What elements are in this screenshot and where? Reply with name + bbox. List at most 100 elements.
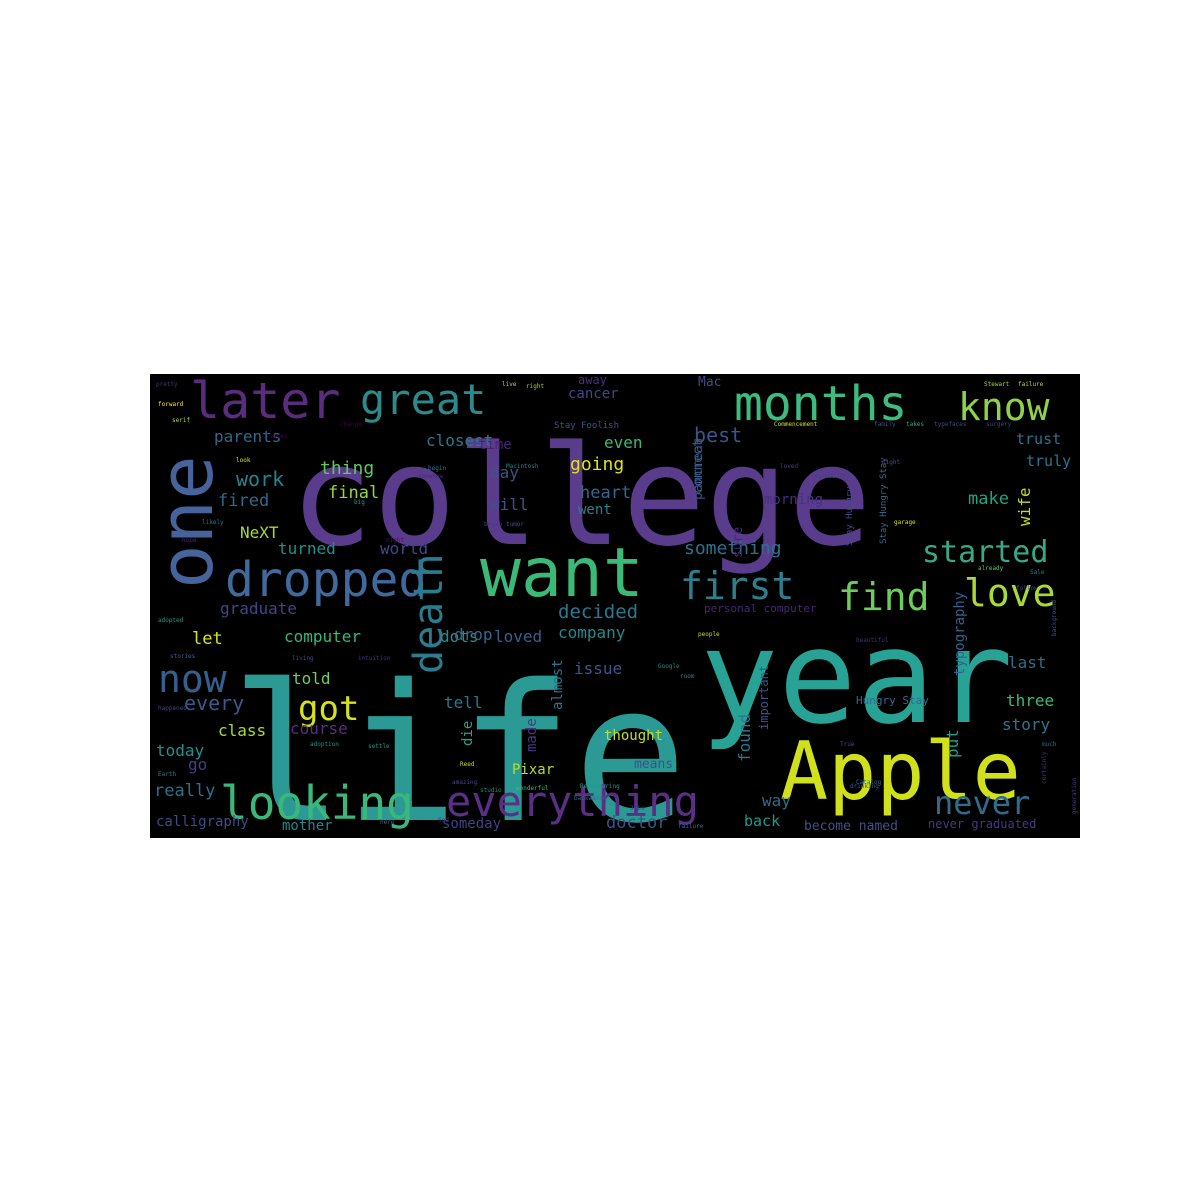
word-drinking: drinking xyxy=(850,783,879,790)
word-never: never xyxy=(934,784,1030,822)
word-next: NeXT xyxy=(240,523,279,542)
word-graduate: graduate xyxy=(220,599,297,618)
word-living: living xyxy=(292,655,314,662)
word-loved: loved xyxy=(494,627,542,646)
word-settle: settle xyxy=(368,743,390,750)
word-much: much xyxy=(1042,741,1057,748)
word-dots: dots xyxy=(440,627,479,646)
word-backwards: backwards xyxy=(574,795,607,802)
word-now: now xyxy=(158,657,227,701)
word-final: final xyxy=(328,483,379,503)
word-happened: happened xyxy=(158,705,187,712)
word-tumor: tumor xyxy=(506,521,524,528)
word-found: found xyxy=(735,714,754,762)
word-people: people xyxy=(698,631,720,638)
word-room: room xyxy=(680,673,695,680)
word-apple: Apple xyxy=(780,725,1021,818)
word-today: today xyxy=(156,741,205,760)
word-means: means xyxy=(634,757,673,772)
word-really: really xyxy=(154,781,215,801)
word-follow: follow xyxy=(1016,585,1038,592)
word-change: change xyxy=(340,421,362,428)
word-parents: parents xyxy=(214,427,281,446)
word-looking: looking xyxy=(220,776,414,830)
word-everything: everything xyxy=(446,777,699,826)
word-pancreas: pancreas xyxy=(691,437,706,500)
word-course: course xyxy=(290,719,348,738)
word-death: death xyxy=(406,554,452,674)
word-sale: Sale xyxy=(1030,569,1045,576)
word-find: find xyxy=(838,575,930,619)
word-stewart: Stewart xyxy=(984,381,1010,388)
word-studio: studio xyxy=(480,787,502,794)
word-adopted: adopted xyxy=(158,617,184,624)
word-family: family xyxy=(874,421,896,428)
word-best: best xyxy=(694,423,742,447)
word-wonderful: wonderful xyxy=(516,785,549,792)
word-already: already xyxy=(978,565,1004,572)
word-away: away xyxy=(578,374,607,387)
word-fired: fired xyxy=(218,491,269,511)
word-world: world xyxy=(380,539,428,558)
word-hungry-stay: Hungry Stay xyxy=(856,694,929,707)
word-morning: morning xyxy=(764,492,823,508)
word-trust: trust xyxy=(1016,430,1061,448)
word-google: Google xyxy=(658,663,680,670)
word-takes: takes xyxy=(906,421,924,428)
word-cancer: cancer xyxy=(568,386,619,402)
word-first: first xyxy=(680,564,794,608)
word-went: went xyxy=(578,502,612,518)
word-amazing: amazing xyxy=(452,779,478,786)
word-later: later xyxy=(190,374,341,430)
word-something: something xyxy=(684,538,782,559)
word-go: go xyxy=(188,755,207,774)
word-company: company xyxy=(558,623,626,642)
word-know: know xyxy=(958,385,1050,429)
word-stay-foolish: Stay Foolish xyxy=(554,421,619,431)
word-back: back xyxy=(744,812,780,830)
word-never-graduated: never graduated xyxy=(928,817,1036,831)
word-truly: truly xyxy=(1026,452,1071,470)
word-macintosh: Macintosh xyxy=(506,463,539,470)
word-successful: successful xyxy=(814,473,851,480)
word-big: big xyxy=(354,499,365,506)
word-want: want xyxy=(480,534,644,613)
word-story: story xyxy=(1002,715,1051,734)
word-true: True xyxy=(840,741,855,748)
word-started: started xyxy=(922,535,1048,570)
word-right: right xyxy=(526,383,544,390)
word-great: great xyxy=(360,375,486,424)
word-become-named: become named xyxy=(804,819,898,834)
word-love: love xyxy=(964,571,1056,615)
word-year: year xyxy=(700,601,1013,753)
word-someday: someday xyxy=(442,816,501,832)
word-intuition: intuition xyxy=(358,655,391,662)
word-thought: thought xyxy=(604,728,663,744)
word-might: might xyxy=(386,537,404,544)
word-important: important xyxy=(757,665,771,730)
word-decided: decided xyxy=(558,601,638,623)
word-pretty: pretty xyxy=(156,381,178,388)
word-reed: Reed xyxy=(460,761,475,768)
word-commencement: Commencement xyxy=(774,421,818,428)
word-look: look xyxy=(236,457,251,464)
word-earth: Earth xyxy=(158,771,176,778)
word-connect: connect xyxy=(691,439,706,494)
word-work: work xyxy=(236,467,284,491)
word-computer: computer xyxy=(284,627,361,646)
word-catalog: Catalog xyxy=(856,779,882,786)
word-let: let xyxy=(192,629,223,649)
word-cloud-background xyxy=(150,374,1080,838)
word-mother: mother xyxy=(282,818,333,834)
word-made: made xyxy=(524,718,540,752)
word-issue: issue xyxy=(574,659,622,678)
word-one: one xyxy=(150,455,230,589)
word-got: got xyxy=(298,689,359,729)
word-closest: closest xyxy=(426,431,493,450)
word-heart: heart xyxy=(580,483,631,503)
word-turned: turned xyxy=(278,539,336,558)
word-typography: typography xyxy=(952,592,968,676)
word-certainly: certainly xyxy=(1041,751,1048,784)
word-jobs: Jobs xyxy=(630,805,645,812)
